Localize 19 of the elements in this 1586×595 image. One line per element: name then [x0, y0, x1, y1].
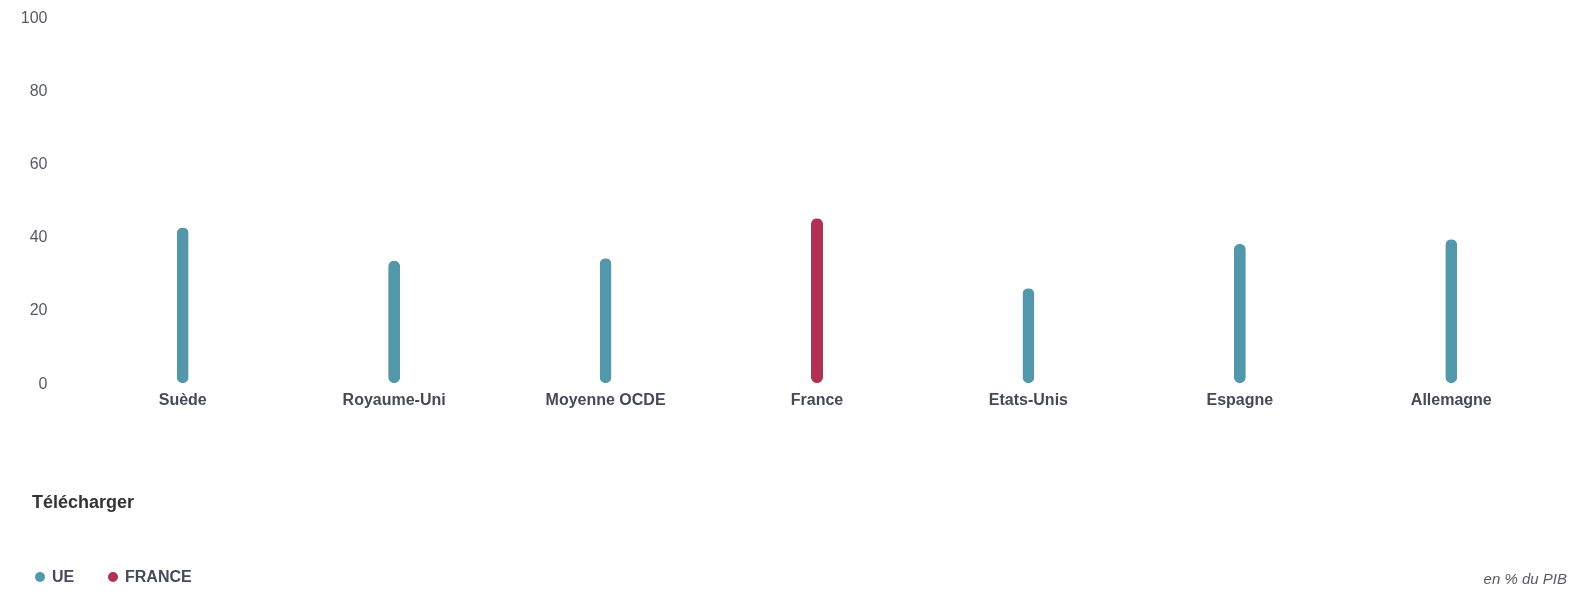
y-tick-label: 40 [29, 228, 48, 246]
text: en % du PIB [1483, 570, 1567, 587]
x-tick-label: Allemagne [1410, 390, 1492, 408]
x-tick-label: France [790, 390, 844, 408]
x-tick-label: Espagne [1206, 390, 1274, 408]
y-tick-label: 20 [29, 301, 48, 319]
legend-label: FRANCE [125, 568, 192, 585]
y-tick-label: 100 [20, 8, 48, 26]
y-tick-label: 60 [29, 154, 48, 172]
x-tick-label: Suède [158, 390, 207, 408]
x-tick-label: Etats-Unis [988, 390, 1069, 408]
text: Télécharger [32, 492, 135, 512]
bar [811, 218, 823, 383]
x-tick-label: Royaume-Uni [342, 390, 446, 408]
legend-label: UE [52, 568, 75, 585]
y-tick-label: 0 [38, 374, 48, 392]
y-tick-label: 80 [29, 81, 48, 99]
bar [176, 227, 189, 383]
x-tick-label: Moyenne OCDE [545, 390, 666, 408]
